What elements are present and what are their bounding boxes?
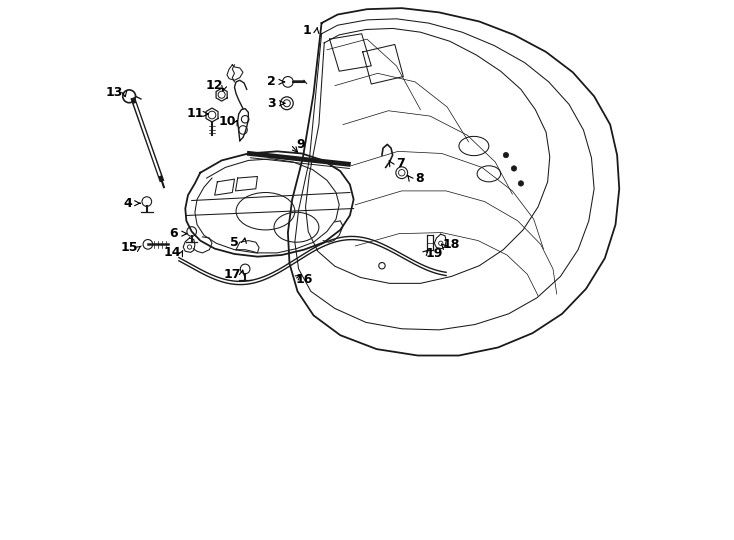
Text: 11: 11: [186, 107, 203, 120]
Text: 6: 6: [170, 227, 178, 240]
Text: 1: 1: [302, 24, 311, 37]
Text: 4: 4: [123, 197, 132, 210]
Text: 2: 2: [267, 76, 276, 89]
Text: 9: 9: [296, 138, 305, 151]
Text: 5: 5: [230, 235, 239, 249]
Text: 19: 19: [425, 247, 443, 260]
Text: 12: 12: [206, 79, 223, 92]
Text: 18: 18: [443, 238, 460, 251]
Text: 14: 14: [163, 246, 181, 259]
Circle shape: [504, 152, 509, 158]
Text: 10: 10: [218, 115, 236, 128]
Text: 16: 16: [295, 273, 313, 286]
Text: 7: 7: [396, 157, 404, 170]
Text: 17: 17: [224, 268, 241, 281]
Text: 13: 13: [106, 86, 123, 99]
Circle shape: [518, 181, 523, 186]
Text: 15: 15: [120, 241, 138, 254]
Text: 3: 3: [268, 97, 276, 110]
Circle shape: [280, 97, 294, 110]
Text: 8: 8: [415, 172, 424, 185]
Circle shape: [512, 166, 517, 171]
